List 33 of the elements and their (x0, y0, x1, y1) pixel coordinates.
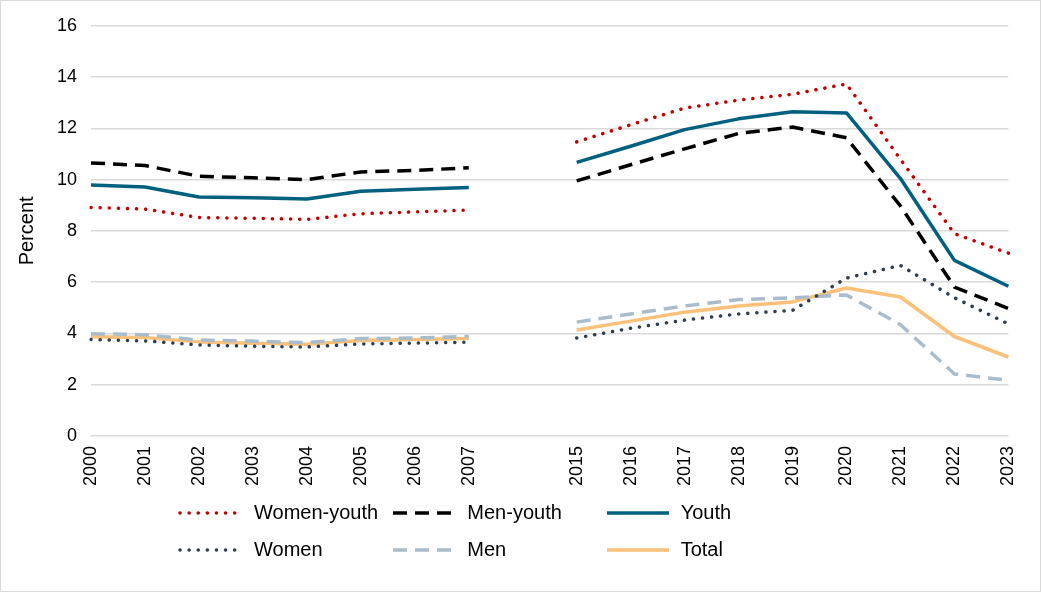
x-tick-label: 2015 (565, 445, 586, 486)
y-axis-title: Percent (14, 195, 37, 266)
x-tick-label: 2007 (457, 445, 478, 486)
x-tick-label: 2006 (403, 445, 424, 486)
legend-label: Youth (680, 501, 732, 524)
legend-label: Women (254, 538, 323, 561)
y-tick-label: 16 (56, 14, 78, 35)
y-tick-label: 4 (67, 322, 78, 343)
x-tick-label: 2017 (673, 445, 694, 486)
y-tick-label: 2 (67, 373, 78, 394)
x-tick-label: 2004 (295, 445, 316, 486)
x-tick-label: 2019 (781, 445, 802, 486)
x-tick-label: 2020 (835, 445, 856, 486)
y-tick-label: 12 (56, 117, 78, 138)
y-tick-label: 0 (67, 424, 78, 445)
x-tick-label: 2003 (241, 445, 262, 486)
y-tick-label: 10 (56, 168, 78, 189)
y-tick-label: 14 (56, 66, 78, 87)
x-tick-label: 2016 (619, 445, 640, 486)
x-tick-label: 2005 (349, 445, 370, 486)
y-tick-label: 6 (67, 271, 78, 292)
x-tick-label: 2018 (727, 445, 748, 486)
x-tick-label: 2023 (997, 445, 1018, 486)
legend-label: Men (467, 538, 507, 561)
legend-label: Women-youth (254, 501, 379, 524)
x-tick-label: 2021 (889, 445, 910, 486)
x-tick-label: 2001 (133, 445, 154, 486)
x-tick-label: 2002 (187, 445, 208, 486)
x-tick-label: 2000 (79, 445, 100, 486)
legend-label: Men-youth (467, 501, 562, 524)
y-tick-label: 8 (67, 219, 78, 240)
x-tick-label: 2022 (943, 445, 964, 486)
legend-label: Total (680, 538, 723, 561)
